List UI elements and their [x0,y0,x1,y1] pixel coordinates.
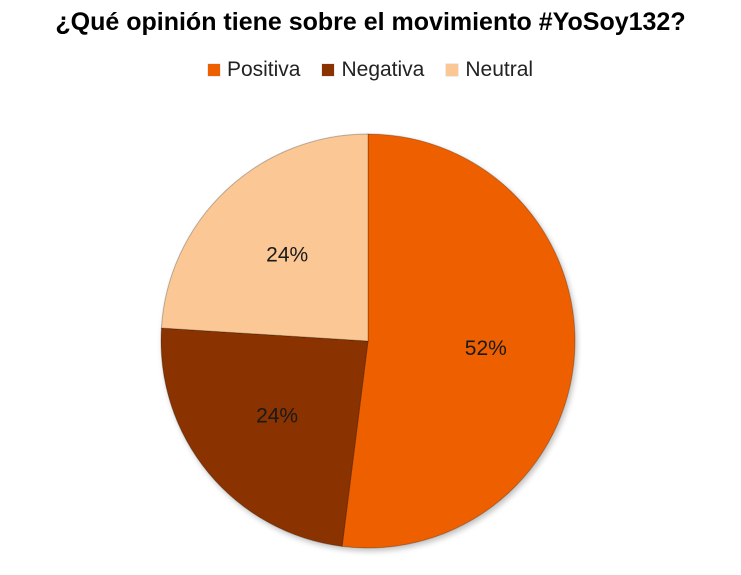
legend: Positiva Negativa Neutral [0,58,741,82]
legend-label-negativa: Negativa [341,58,425,81]
legend-label-positiva: Positiva [226,58,301,81]
legend-swatch-neutral [446,64,459,76]
legend-swatch-negativa [322,64,335,76]
slice-label-negativa: 24% [256,405,298,428]
pie-slice-negativa [160,327,369,547]
pie-slice-positiva [341,133,576,549]
legend-swatch-positiva [207,64,220,76]
pie-slice-neutral [160,133,369,342]
legend-label-neutral: Neutral [465,58,534,81]
legend-item-neutral: Neutral [446,58,533,82]
slice-label-positiva: 52% [465,337,507,360]
slice-label-neutral: 24% [266,244,308,267]
legend-item-positiva: Positiva [207,58,301,82]
chart-title: ¿Qué opinión tiene sobre el movimiento #… [55,8,686,36]
legend-item-negativa: Negativa [322,58,424,82]
